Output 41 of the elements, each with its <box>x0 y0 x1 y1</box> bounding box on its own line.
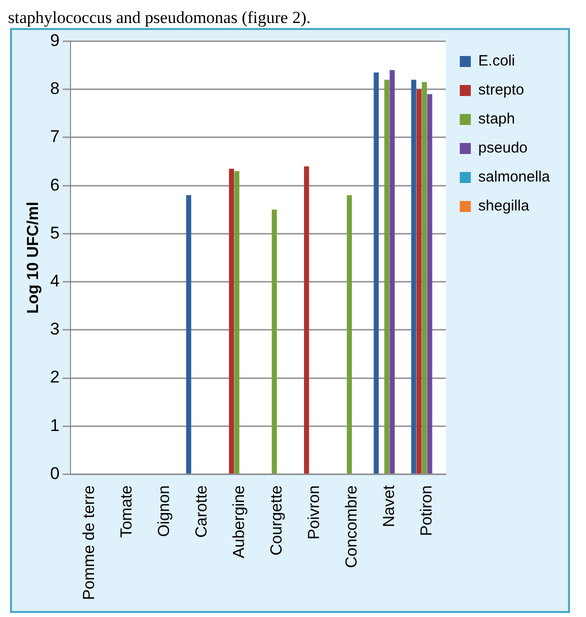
y-tick-label: 7 <box>50 127 60 146</box>
x-tick-label: Tomate <box>118 485 136 538</box>
x-tick-label: Carotte <box>193 485 210 538</box>
bar <box>374 72 379 474</box>
x-tick-label: Courgette <box>268 485 286 556</box>
legend-label: pseudo <box>478 140 528 157</box>
bar <box>384 80 390 474</box>
x-tick-label: Poivron <box>306 485 323 540</box>
y-tick-label: 2 <box>50 368 60 387</box>
x-tick-label: Concombre <box>343 485 360 568</box>
bar <box>228 168 234 474</box>
y-tick-label: 8 <box>50 79 60 98</box>
text: staphylococcus and pseudomonas (figure 2). <box>8 8 312 28</box>
legend-label: shegilla <box>478 198 530 215</box>
bar <box>390 70 395 474</box>
bar <box>411 80 416 474</box>
x-tick-label: Navet <box>380 484 398 528</box>
x-tick-label: Pomme de terre <box>80 485 98 600</box>
y-tick-label: 4 <box>50 271 60 290</box>
x-tick-label: Oignon <box>156 485 173 537</box>
legend-label: staph <box>478 110 515 128</box>
bar <box>422 82 427 474</box>
y-tick-label: 5 <box>50 223 60 242</box>
y-tick-label: 0 <box>50 464 60 483</box>
y-tick-label: 9 <box>50 30 60 50</box>
bar <box>234 171 240 474</box>
bar <box>427 94 432 474</box>
legend-label: E.coli <box>478 52 515 70</box>
y-axis-title: Log 10 UFC/ml <box>25 202 42 314</box>
bar <box>346 195 352 474</box>
legend-label: strepto <box>478 82 524 99</box>
y-tick-label: 6 <box>50 175 60 194</box>
y-tick-label: 3 <box>50 320 60 339</box>
bar <box>272 210 277 474</box>
bar <box>304 166 310 474</box>
legend-label: salmonella <box>478 168 551 186</box>
x-tick-label: Aubergine <box>230 485 248 558</box>
bar <box>186 195 192 474</box>
x-tick-label: Potiron <box>418 485 436 536</box>
y-tick-label: 1 <box>50 416 60 435</box>
bar <box>416 89 422 474</box>
